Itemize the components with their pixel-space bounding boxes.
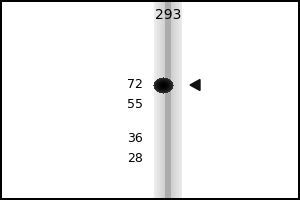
Text: 36: 36 <box>127 132 143 144</box>
Text: 55: 55 <box>127 98 143 112</box>
Text: 28: 28 <box>127 152 143 164</box>
Text: 72: 72 <box>127 78 143 92</box>
Polygon shape <box>190 79 200 90</box>
Text: 293: 293 <box>155 8 181 22</box>
